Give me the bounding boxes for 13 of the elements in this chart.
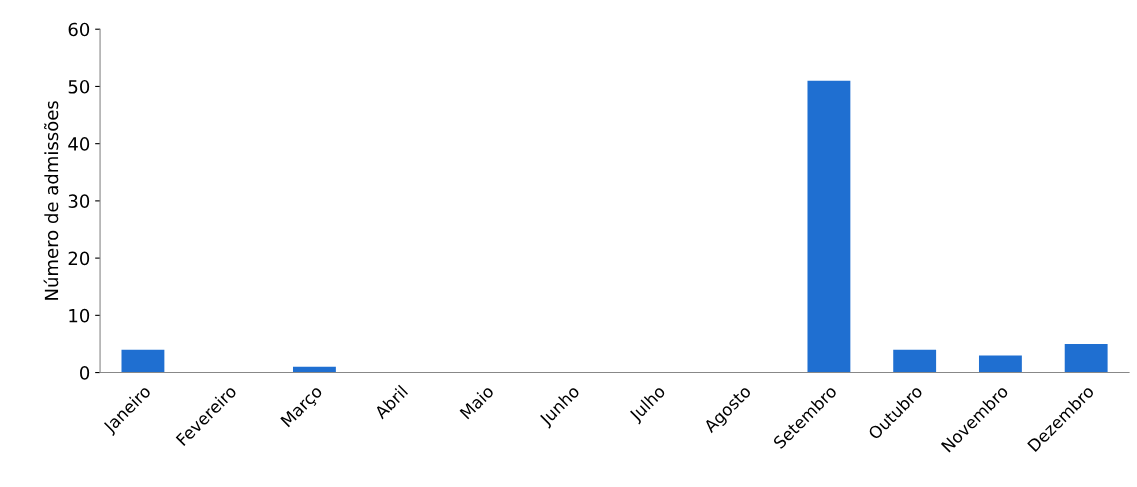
bar: [893, 349, 937, 373]
y-tick-label: 10: [69, 308, 90, 323]
bar: [1064, 343, 1108, 373]
bar: [121, 349, 165, 373]
y-tick-label: 0: [80, 366, 90, 380]
bar: [807, 80, 851, 373]
y-axis-title: Número de admissões: [43, 101, 59, 300]
y-tick-label: 50: [68, 79, 90, 94]
y-tick-label: 20: [68, 251, 90, 266]
y-tick-label: 30: [68, 194, 90, 208]
y-tick-label: 60: [68, 22, 90, 37]
bar: [978, 355, 1022, 373]
y-tick-label: 40: [68, 137, 90, 151]
